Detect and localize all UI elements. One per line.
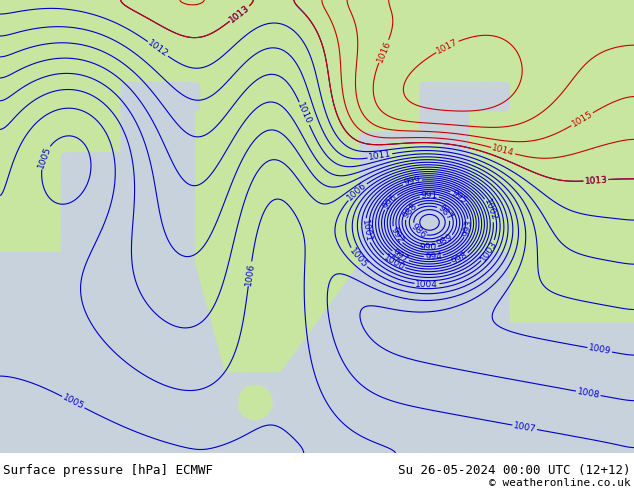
Text: 1006: 1006: [346, 181, 368, 203]
Text: 1001: 1001: [360, 219, 372, 243]
Text: 1003: 1003: [479, 239, 499, 263]
Text: 1000: 1000: [382, 252, 406, 272]
Text: 998: 998: [450, 250, 470, 267]
Text: 1017: 1017: [435, 37, 460, 56]
Text: 1011: 1011: [368, 149, 392, 163]
Text: 988: 988: [401, 202, 419, 221]
Text: 992: 992: [388, 225, 404, 245]
Text: 997: 997: [391, 248, 410, 265]
Text: 1015: 1015: [570, 110, 594, 129]
Text: 1010: 1010: [295, 101, 313, 126]
Text: 1008: 1008: [576, 387, 600, 400]
Text: 1014: 1014: [491, 144, 515, 158]
Text: 1013: 1013: [228, 3, 252, 24]
Text: 999: 999: [403, 175, 422, 188]
Text: 1013: 1013: [228, 3, 252, 24]
Text: 996: 996: [381, 193, 399, 211]
Text: 1013: 1013: [584, 175, 607, 186]
Text: Surface pressure [hPa] ECMWF: Surface pressure [hPa] ECMWF: [3, 464, 213, 477]
Text: 1006: 1006: [244, 262, 256, 286]
Text: 1012: 1012: [146, 39, 170, 59]
Text: 990: 990: [420, 243, 437, 252]
Text: 1009: 1009: [588, 343, 612, 356]
Text: 991: 991: [421, 192, 438, 200]
Text: 989: 989: [435, 233, 455, 249]
Text: 1005: 1005: [347, 246, 369, 270]
Text: 1013: 1013: [584, 175, 607, 186]
Text: 1002: 1002: [482, 198, 499, 222]
Text: 987: 987: [436, 203, 455, 222]
Text: 1007: 1007: [513, 421, 537, 434]
Text: 993: 993: [462, 219, 474, 238]
Text: 994: 994: [424, 251, 442, 262]
Text: © weatheronline.co.uk: © weatheronline.co.uk: [489, 478, 631, 488]
Text: 995: 995: [449, 188, 469, 205]
Text: Su 26-05-2024 00:00 UTC (12+12): Su 26-05-2024 00:00 UTC (12+12): [398, 464, 631, 477]
Text: 1005: 1005: [61, 393, 86, 412]
Text: 1005: 1005: [36, 145, 53, 170]
Text: 1016: 1016: [375, 39, 392, 64]
Text: 986: 986: [409, 222, 427, 240]
Text: 1004: 1004: [415, 280, 438, 289]
